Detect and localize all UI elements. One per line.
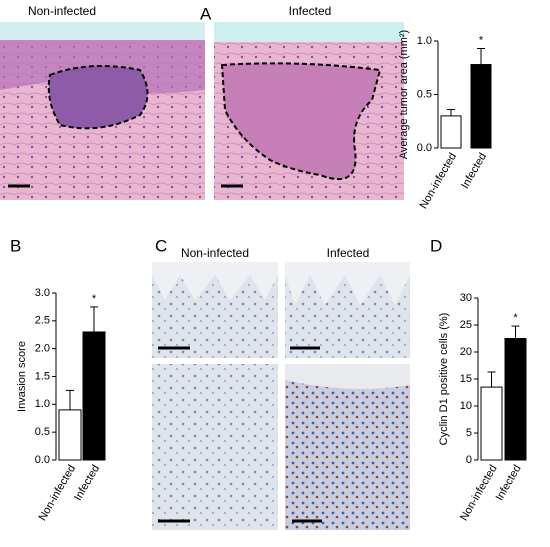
bar bbox=[504, 338, 527, 461]
x-tick-label: Infected bbox=[459, 151, 489, 191]
y-tick-label: 1.0 bbox=[417, 35, 432, 47]
y-tick-label: 2.0 bbox=[35, 343, 50, 355]
panel-label: B bbox=[10, 236, 21, 255]
bar bbox=[480, 386, 503, 461]
image-caption: Non-infected bbox=[28, 4, 96, 18]
y-tick-label: 0.0 bbox=[35, 454, 50, 466]
annotation: * bbox=[513, 312, 518, 324]
micrograph bbox=[285, 262, 410, 358]
y-tick-label: 1.5 bbox=[35, 370, 50, 382]
x-tick-label: Non-infected bbox=[37, 463, 79, 523]
annotation: * bbox=[479, 34, 484, 46]
bar bbox=[440, 115, 462, 149]
panel-label: A bbox=[200, 4, 212, 23]
y-tick-label: 25 bbox=[460, 319, 472, 331]
y-tick-label: 5 bbox=[466, 427, 472, 439]
bar bbox=[470, 64, 492, 149]
micrograph bbox=[152, 364, 278, 530]
y-tick-label: 1.0 bbox=[35, 398, 50, 410]
x-tick-label: Non-infected bbox=[458, 463, 500, 523]
micrograph bbox=[214, 22, 404, 200]
y-tick-label: 15 bbox=[460, 373, 472, 385]
panel-label: C bbox=[155, 236, 167, 255]
y-tick-label: 20 bbox=[460, 346, 472, 358]
y-tick-label: 10 bbox=[460, 400, 472, 412]
y-tick-label: 0.5 bbox=[417, 88, 432, 100]
y-tick-label: 2.5 bbox=[35, 315, 50, 327]
y-tick-label: 0.5 bbox=[35, 426, 50, 438]
y-axis-label: Cyclin D1 positive cells (%) bbox=[438, 313, 450, 446]
y-axis-label: Invasion score bbox=[16, 341, 28, 412]
annotation: * bbox=[92, 293, 97, 305]
y-tick-label: 30 bbox=[460, 292, 472, 304]
image-caption: Non-infected bbox=[181, 246, 249, 260]
bar bbox=[58, 409, 82, 461]
x-tick-label: Non-infected bbox=[418, 151, 460, 211]
micrograph bbox=[152, 262, 278, 358]
image-caption: Infected bbox=[327, 246, 370, 260]
micrograph bbox=[0, 22, 205, 200]
y-axis-label: Average tumor area (mm²) bbox=[398, 30, 410, 159]
y-tick-label: 0.0 bbox=[417, 142, 432, 154]
image-caption: Infected bbox=[289, 4, 332, 18]
micrograph bbox=[285, 364, 410, 530]
panel-label: D bbox=[430, 236, 442, 255]
y-tick-label: 0 bbox=[466, 454, 472, 466]
y-tick-label: 3.0 bbox=[35, 287, 50, 299]
bar bbox=[82, 331, 106, 461]
